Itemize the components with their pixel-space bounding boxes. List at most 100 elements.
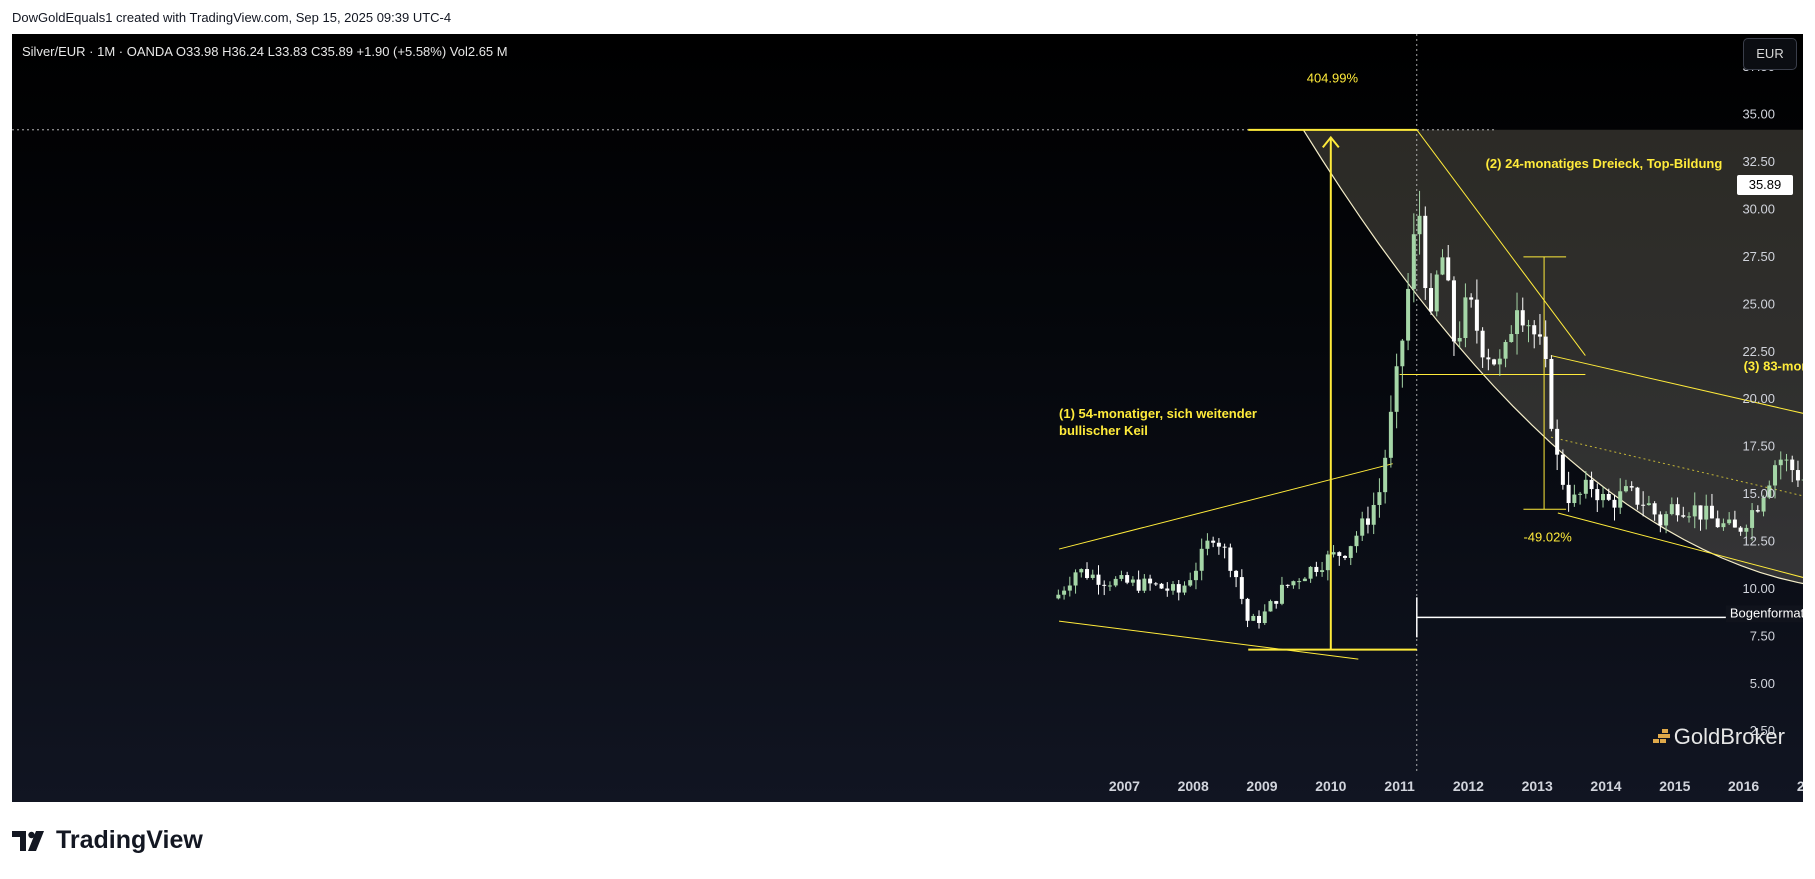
candle-body <box>1664 514 1669 526</box>
wedge-1-hidden <box>1056 557 1283 558</box>
arc-duration-label-bg <box>1725 605 1803 623</box>
x-tick-label: 2011 <box>1384 778 1415 794</box>
candle-body <box>1102 584 1107 586</box>
candle-body <box>1612 499 1617 508</box>
candle-body <box>1709 505 1714 519</box>
candle-body <box>1285 584 1290 586</box>
candle-body <box>1601 493 1606 501</box>
candle-body <box>1795 470 1800 481</box>
candle-body <box>1417 215 1422 235</box>
candle-body <box>1732 519 1737 528</box>
x-tick-label: 2012 <box>1453 778 1484 794</box>
candle-body <box>1434 274 1439 312</box>
candle-body <box>1251 615 1256 621</box>
candle-body <box>1469 297 1474 300</box>
candle-body <box>1532 325 1537 335</box>
candle-body <box>1062 590 1067 595</box>
annotation-label: (1) 54-monatiger, sich weitender <box>1059 406 1257 421</box>
chart-area[interactable]: 2.50 5.00 7.50 10.00 12.50 15.00 17.50 20.00 22.… <box>12 34 1803 802</box>
candle-body <box>1107 585 1112 587</box>
candle-body <box>1509 334 1514 343</box>
candle-body <box>1543 336 1548 359</box>
candle-body <box>1354 535 1359 547</box>
currency-button[interactable]: EUR <box>1743 38 1797 70</box>
candle-body <box>1738 527 1743 532</box>
candle-body <box>1784 459 1789 461</box>
candle-body <box>1113 578 1118 586</box>
y-tick-label: 27.50 <box>1742 249 1775 264</box>
candle-body <box>1211 540 1216 543</box>
candle-body <box>1537 334 1542 337</box>
candle-body <box>1566 484 1571 504</box>
candle-body <box>1715 518 1720 528</box>
x-tick-label: 2008 <box>1178 778 1209 794</box>
candle-body <box>1153 583 1158 585</box>
candle-body <box>1199 548 1204 571</box>
candle-body <box>1750 510 1755 528</box>
candle-body <box>1555 428 1560 455</box>
candle-body <box>1451 280 1456 342</box>
y-tick-label: 20.00 <box>1742 391 1775 406</box>
y-tick-label: 35.00 <box>1742 107 1775 122</box>
candle-body <box>1171 584 1176 591</box>
candle-body <box>1228 547 1233 571</box>
candle-body <box>1429 288 1434 312</box>
candle-body <box>1337 552 1342 556</box>
candle-body <box>1589 479 1594 490</box>
candle-body <box>1503 342 1508 359</box>
candle-body <box>1182 585 1187 593</box>
candle-body <box>1079 569 1084 573</box>
candle-body <box>1681 515 1686 517</box>
candle-body <box>1687 516 1692 518</box>
tradingview-icon <box>12 830 44 851</box>
candle-body <box>1125 575 1130 583</box>
y-tick-label: 30.00 <box>1742 202 1775 217</box>
annotation-label: bullischer Keil <box>1059 423 1148 438</box>
candle-body <box>1136 579 1141 591</box>
y-tick-label: 25.00 <box>1742 296 1775 311</box>
candle-body <box>1635 487 1640 505</box>
x-tick-label: 2010 <box>1315 778 1346 794</box>
candle-body <box>1400 340 1405 367</box>
candle-body <box>1606 493 1611 500</box>
candle-body <box>1073 572 1078 586</box>
wedge-1-upper <box>1058 463 1393 550</box>
candle-body <box>1457 338 1462 342</box>
arc-formation-fill <box>1303 129 1803 584</box>
y-tick-label: 32.50 <box>1742 154 1775 169</box>
candle-body <box>1245 598 1250 621</box>
price-chart[interactable]: 2.50 5.00 7.50 10.00 12.50 15.00 17.50 20.00 22.… <box>12 34 1803 802</box>
candle-body <box>1463 297 1468 339</box>
candle-body <box>1239 577 1244 599</box>
candle-body <box>1486 357 1491 360</box>
candle-body <box>1727 519 1732 524</box>
annotation-label: -49.02% <box>1523 529 1572 544</box>
candle-body <box>1383 457 1388 493</box>
annotation-label: Bogenformation, 14 Jahre, 5 Monate <box>1730 605 1803 620</box>
candle-body <box>1297 581 1302 583</box>
candle-body <box>1142 578 1147 591</box>
x-tick-label: 2017 <box>1797 778 1803 794</box>
y-tick-label: 22.50 <box>1742 344 1775 359</box>
candle-body <box>1193 570 1198 581</box>
channel-3-lower <box>1557 512 1803 578</box>
candle-body <box>1583 479 1588 494</box>
candle-body <box>1669 504 1674 515</box>
wedge-1-lower <box>1058 620 1359 660</box>
candle-body <box>1773 465 1778 486</box>
candle-body <box>1526 325 1531 327</box>
candle-body <box>1216 542 1221 547</box>
candle-body <box>1360 518 1365 536</box>
x-tick-label: 2016 <box>1728 778 1759 794</box>
y-tick-label: 10.00 <box>1742 581 1775 596</box>
candle-body <box>1423 215 1428 289</box>
tradingview-wordmark: TradingView <box>56 826 203 854</box>
tradingview-logo[interactable]: TradingView <box>12 826 203 855</box>
candle-body <box>1406 288 1411 341</box>
triangle-2-upper <box>1416 129 1586 356</box>
candle-body <box>1761 497 1766 512</box>
y-tick-label: 7.50 <box>1750 628 1775 643</box>
candle-body <box>1767 485 1772 498</box>
candle-body <box>1188 580 1193 586</box>
annotation-label: (2) 24-monatiges Dreieck, Top-Bildung <box>1486 156 1723 171</box>
